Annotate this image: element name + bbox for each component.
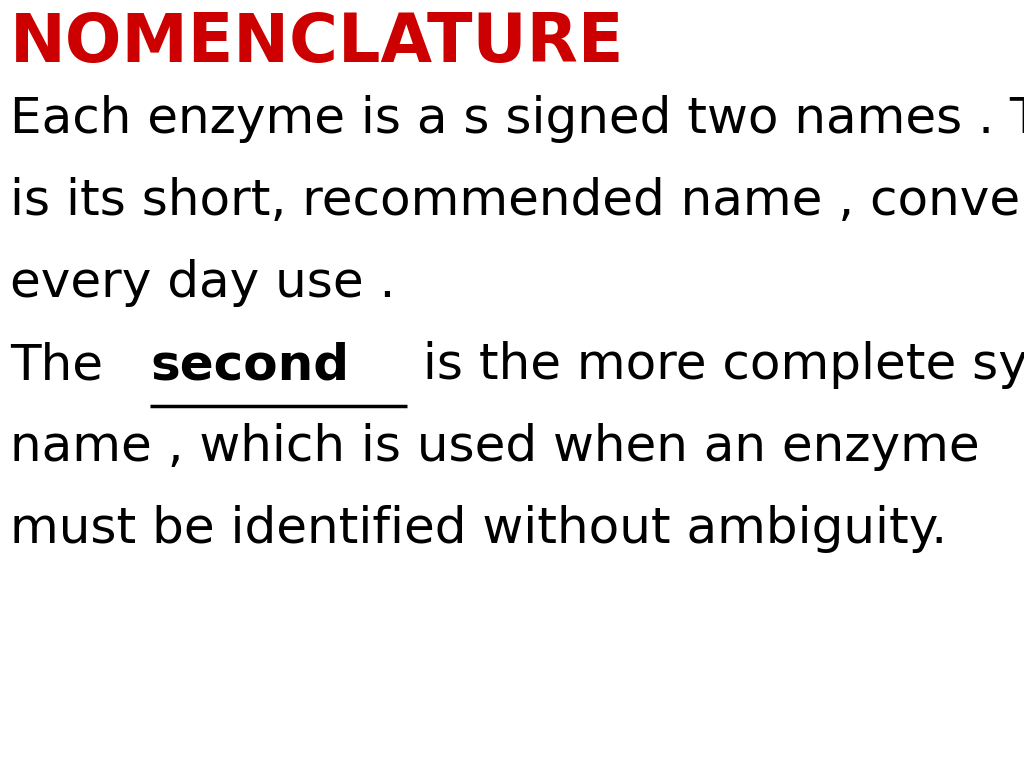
Text: is the more complete systematic: is the more complete systematic — [408, 341, 1024, 389]
Text: is its short, recommended name , convenient for: is its short, recommended name , conveni… — [10, 177, 1024, 225]
Text: second: second — [151, 341, 349, 389]
Text: name , which is used when an enzyme: name , which is used when an enzyme — [10, 423, 980, 471]
Text: The: The — [10, 341, 119, 389]
Text: NOMENCLATURE: NOMENCLATURE — [10, 10, 625, 76]
Text: must be identified without ambiguity.: must be identified without ambiguity. — [10, 505, 947, 553]
Text: every day use .: every day use . — [10, 259, 395, 307]
Text: Each enzyme is a s signed two names . The: Each enzyme is a s signed two names . Th… — [10, 95, 1024, 143]
